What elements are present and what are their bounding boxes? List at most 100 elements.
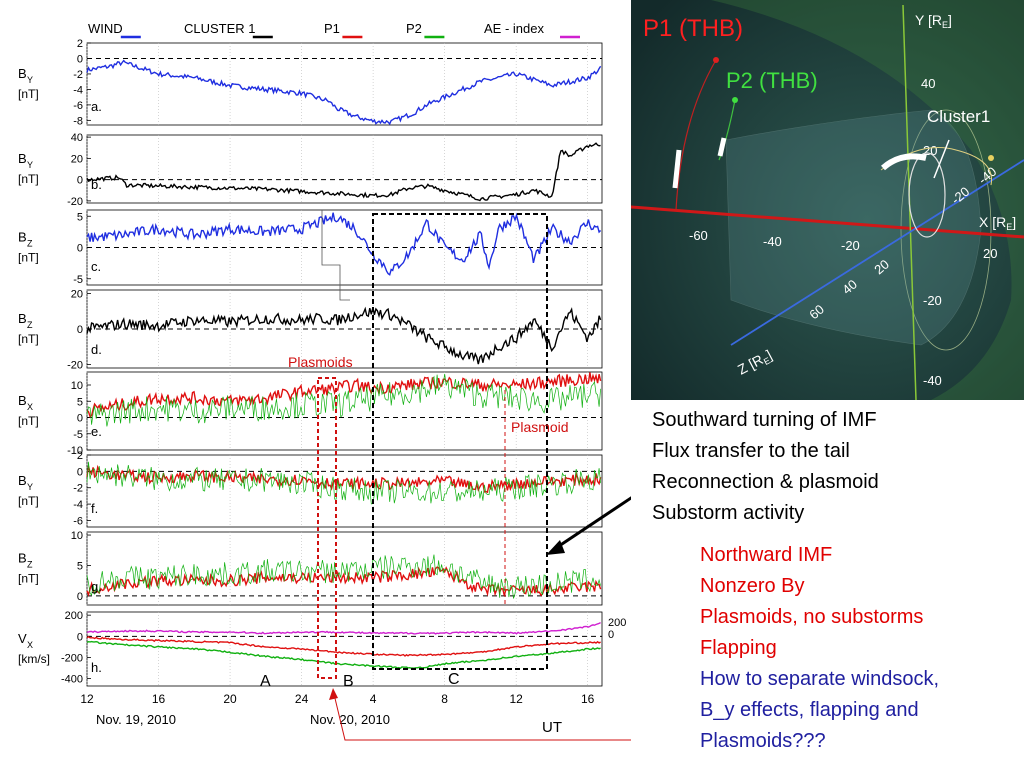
orbit-y-tick: 40 <box>921 76 935 91</box>
interpretation-notes: Southward turning of IMF Flux transfer to… <box>652 405 879 529</box>
panel-frame <box>86 134 603 204</box>
p2-segment <box>717 137 727 157</box>
p1-label: P1 (THB) <box>643 15 743 42</box>
series-line-wind <box>86 59 602 126</box>
orbit-scene: Y [RE]X [RE]Z [RE]-60 -40 -20204020-20-406… <box>631 0 1024 400</box>
cluster-segment <box>881 153 927 171</box>
time-series-stack: WIND CLUSTER 1 P1 P2 AE - index 20-2-4-6-8B Y… <box>18 21 631 741</box>
panel-letter: d. <box>91 342 102 357</box>
orbit-background <box>631 0 1024 400</box>
y-label-unit: [nT] <box>18 87 39 101</box>
y-tick-label: -6 <box>73 100 83 112</box>
y-axis-label: Y [RE] <box>915 12 952 30</box>
y-tick-label: 10 <box>71 380 83 392</box>
y-tick-label: 0 <box>77 243 83 255</box>
note-line: Nonzero By <box>700 575 805 597</box>
plasma-sheet <box>725 109 982 346</box>
series-line-p2 <box>86 554 601 599</box>
orbit-3d-panel: Y [RE]X [RE]Z [RE]-60 -40 -20204020-20-406… <box>631 0 1024 400</box>
y-tick-label: -2 <box>73 483 83 495</box>
note-line: Plasmoids??? <box>700 730 826 752</box>
series-line-p1 <box>86 372 602 418</box>
panel-letter: e. <box>91 424 102 439</box>
series-line-p1 <box>86 464 602 494</box>
panel-b: 40 20 0 -20 B Y [nT] b. <box>18 132 603 208</box>
y-tick-label: -2 <box>73 69 83 81</box>
note-line: How to separate windsock, <box>700 668 940 690</box>
p1-orbit <box>675 59 717 211</box>
panel-letter: f. <box>91 501 98 516</box>
red-pointer-head <box>329 688 338 700</box>
interval-b-label: B <box>343 673 354 690</box>
interval-a-label: A <box>260 673 271 690</box>
y-tick-label: 10 <box>71 530 83 542</box>
cluster-label: Cluster1 <box>927 107 990 126</box>
y-label: B <box>18 66 27 81</box>
panel-g: 10 5 0 B Z [nT] g. <box>18 530 603 606</box>
p2-orbit <box>718 99 736 161</box>
z-axis-line <box>730 159 1024 346</box>
x-tick-label: 24 <box>295 692 309 706</box>
panel-letter: c. <box>91 259 101 274</box>
x-unit-label: UT <box>542 719 562 736</box>
legend-label: WIND <box>88 21 123 36</box>
y-label-sub: Z <box>27 560 33 570</box>
y-tick-label: 2 <box>77 450 83 462</box>
date-label: Nov. 19, 2010 <box>96 712 176 727</box>
y-tick-label: -8 <box>73 115 83 127</box>
p2-label: P2 (THB) <box>726 68 818 93</box>
x-tick-label: 8 <box>441 692 448 706</box>
panel-letter: g. <box>91 579 102 594</box>
x-tick-label: 12 <box>80 692 94 706</box>
ae-tick-label: 0 <box>608 629 614 641</box>
x-axis: 12 16 20 24 4 8 12 16 Nov. 19, 2010 Nov. 20, 2010… <box>80 692 594 736</box>
interval-c-label: C <box>448 671 460 688</box>
panel-frame <box>86 42 603 126</box>
y-label-sub: Y <box>27 75 33 85</box>
orbit-y-tick: -20 <box>923 293 942 308</box>
black-arrow-head <box>546 540 565 555</box>
y-tick-label: 20 <box>71 153 83 165</box>
y-tick-label: -200 <box>61 652 83 664</box>
panel-f: 2 0 -2 -4 -6 B Y [nT] f. <box>18 450 603 527</box>
cluster-orbit <box>908 152 946 238</box>
y-label-sub: X <box>27 640 33 650</box>
y-label-sub: Z <box>27 239 33 249</box>
magnetopause-shell <box>711 0 1024 400</box>
y-tick-label: 0 <box>77 413 83 425</box>
panel-frame <box>86 209 603 286</box>
series-line-p1 <box>86 566 602 597</box>
panel-letter: a. <box>91 99 102 114</box>
y-tick-label: 2 <box>77 38 83 50</box>
y-tick-label: 20 <box>71 289 83 301</box>
magnetopause-rim <box>900 109 992 351</box>
x-tick-label: 16 <box>581 692 595 706</box>
y-label-sub: Y <box>27 482 33 492</box>
y-tick-label: -20 <box>67 196 83 208</box>
y-label-sub: Y <box>27 160 33 170</box>
y-label-unit: [nT] <box>18 251 39 265</box>
y-label-unit: [nT] <box>18 414 39 428</box>
note-line: B_y effects, flapping and <box>700 699 919 721</box>
y-tick-label: -400 <box>61 674 83 686</box>
y-tick-label: 40 <box>71 132 83 144</box>
y-tick-label: 200 <box>65 610 83 622</box>
plasmoid-label: Plasmoid <box>511 419 569 435</box>
y-tick-label: 0 <box>77 175 83 187</box>
legend-label: P1 <box>324 21 340 36</box>
y-tick-label: -4 <box>73 499 83 511</box>
connector-line <box>321 210 350 301</box>
panel-c: 5 0 -5 B Z [nT] c. <box>18 209 603 286</box>
y-tick-label: -6 <box>73 515 83 527</box>
x-axis-line <box>631 205 1024 239</box>
orbit-x-tick: -60 <box>689 228 708 243</box>
y-tick-label: 0 <box>77 466 83 478</box>
plasmoids-label: Plasmoids <box>288 354 353 370</box>
series-line-cluster-1 <box>86 142 601 202</box>
panel-e: 10 5 0 -5 -10 B X [nT] e. <box>18 371 603 457</box>
note-line: Flapping <box>700 637 777 659</box>
panel-frame <box>86 531 603 606</box>
y-label: B <box>18 230 27 245</box>
y-tick-label: -4 <box>73 84 83 96</box>
